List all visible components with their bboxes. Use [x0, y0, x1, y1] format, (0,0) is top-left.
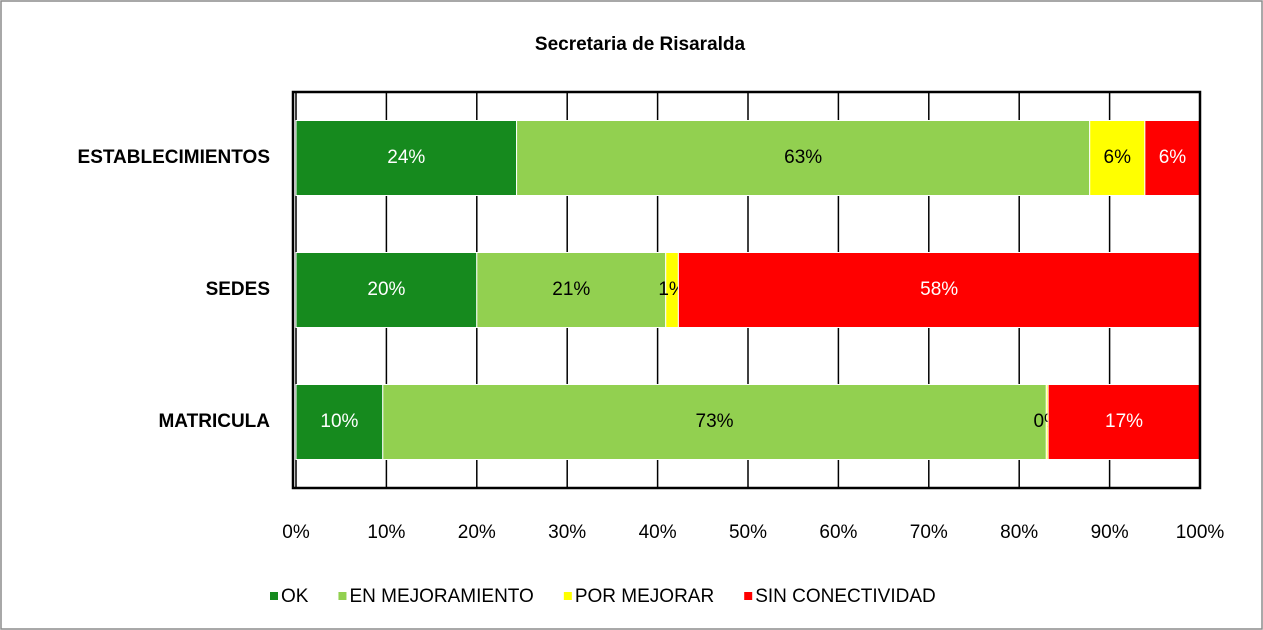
data-label: 6% — [1159, 147, 1187, 168]
data-label: 58% — [920, 279, 958, 300]
legend-swatch — [270, 592, 278, 600]
legend-label: SIN CONECTIVIDAD — [755, 586, 936, 607]
x-tick-label: 20% — [458, 522, 496, 543]
x-tick-label: 50% — [729, 522, 767, 543]
legend-swatch — [744, 592, 753, 600]
bar-segment — [382, 384, 1047, 460]
data-label: 6% — [1104, 147, 1132, 168]
bar-segment — [295, 252, 478, 328]
bar-segment — [516, 120, 1091, 196]
x-tick-label: 60% — [819, 522, 857, 543]
legend-swatch — [338, 592, 347, 600]
x-tick-label: 30% — [548, 522, 586, 543]
x-tick-label: 100% — [1176, 522, 1225, 543]
x-tick-label: 40% — [639, 522, 677, 543]
plot-frame — [291, 90, 1202, 490]
bar-segment — [677, 252, 1201, 328]
bar-segment — [1144, 120, 1201, 196]
category-label: ESTABLECIMIENTOS — [78, 147, 270, 168]
x-tick-label: 10% — [367, 522, 405, 543]
legend-label: OK — [281, 586, 309, 607]
x-tick-label: 0% — [282, 522, 310, 543]
legend-label: EN MEJORAMIENTO — [349, 586, 533, 607]
legend-label: POR MEJORAR — [575, 586, 714, 607]
bar-segment — [1089, 120, 1146, 196]
bar-segment — [476, 252, 667, 328]
category-label: SEDES — [206, 279, 270, 300]
x-tick-label: 80% — [1000, 522, 1038, 543]
data-label: 20% — [367, 279, 405, 300]
category-label: MATRICULA — [158, 411, 270, 432]
bar-segment — [295, 120, 518, 196]
data-label: 63% — [784, 147, 822, 168]
x-tick-label: 70% — [910, 522, 948, 543]
data-label: 24% — [387, 147, 425, 168]
data-label: 10% — [320, 411, 358, 432]
data-label: 17% — [1105, 411, 1143, 432]
x-tick-label: 90% — [1091, 522, 1129, 543]
data-label: 21% — [552, 279, 590, 300]
bar-segment — [295, 384, 384, 460]
data-label: 73% — [696, 411, 734, 432]
bar-segment — [1047, 384, 1201, 460]
legend-swatch — [563, 592, 572, 600]
chart-title: Secretaria de Risaralda — [535, 34, 746, 55]
